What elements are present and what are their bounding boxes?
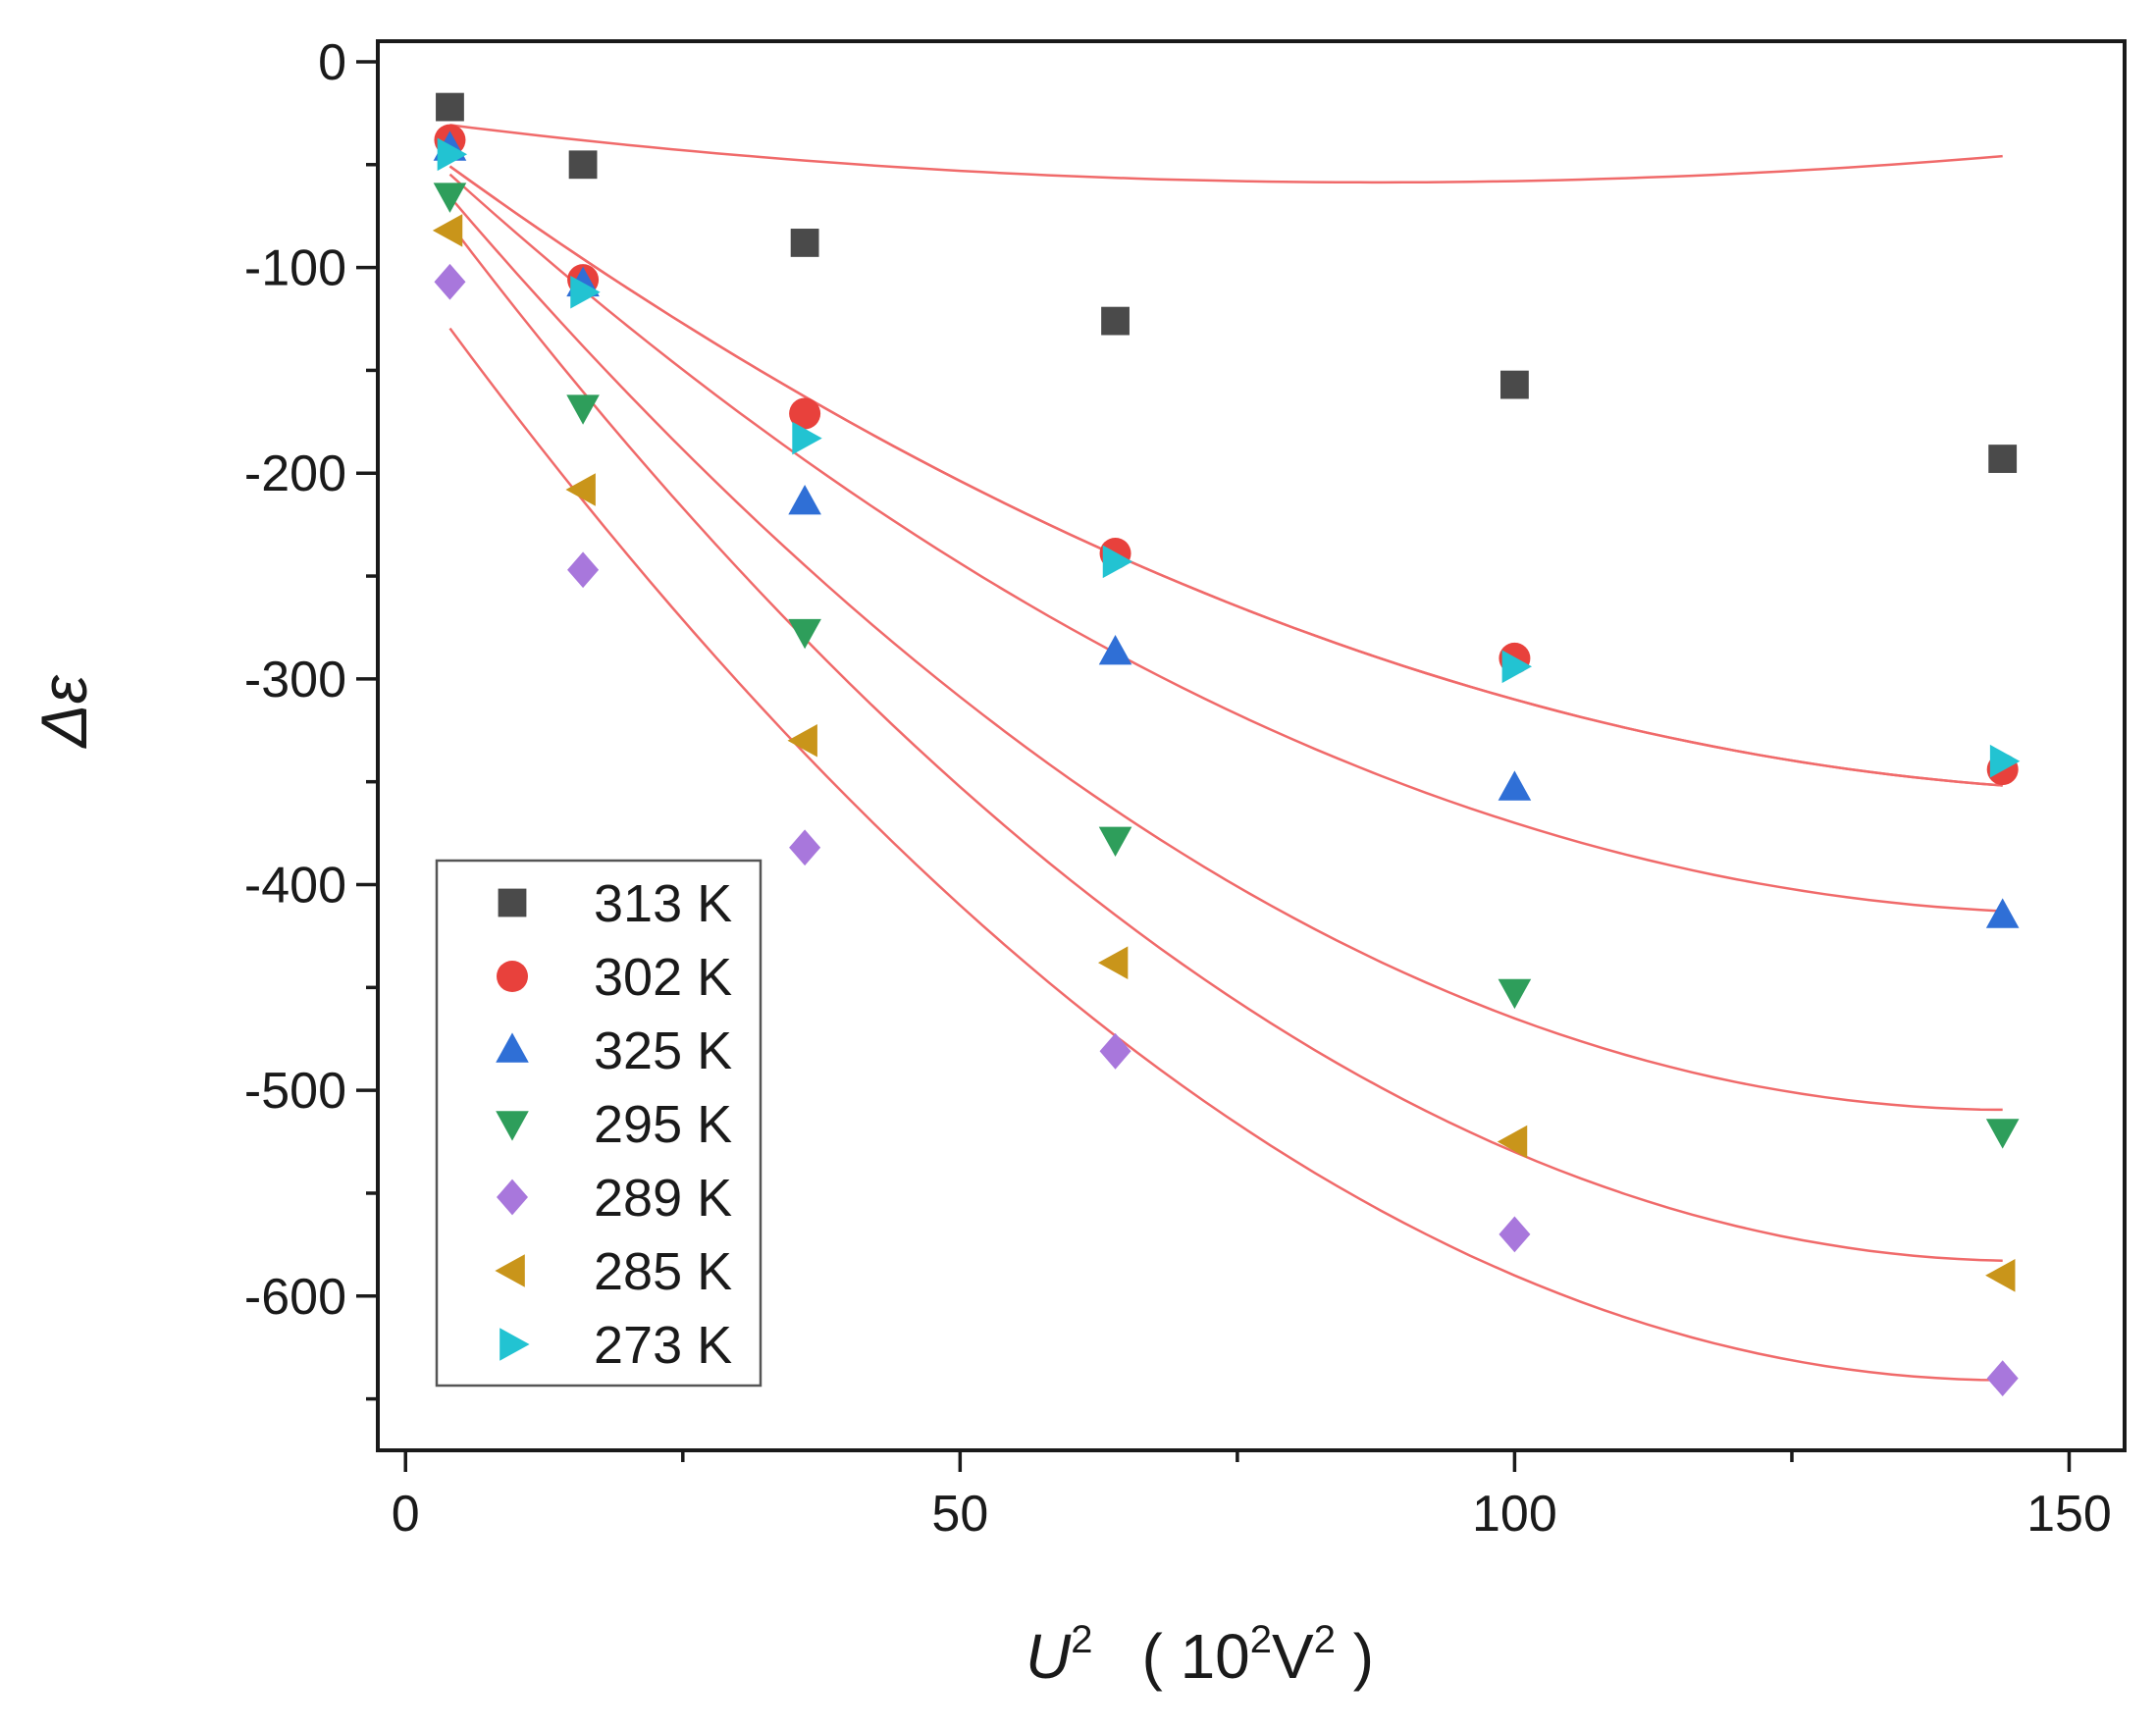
data-markers [432,92,2021,1397]
legend: 313 K 302 K 325 K 295 K 289 K 285 K 273 K [435,859,762,1388]
fit-line-325k [448,173,2003,913]
data-point [437,137,468,172]
data-point [789,397,821,430]
legend-marker [497,1179,528,1216]
legend-marker [497,961,528,992]
legend-box [435,859,762,1388]
data-point [790,229,819,257]
data-point [1101,306,1130,336]
legend-item: 295 K [496,1095,732,1154]
fit-line-295k [448,195,2003,1112]
legend-marker [496,1032,529,1063]
y-axis-title: Δε [27,674,100,749]
data-point [566,394,600,425]
data-point [565,473,596,506]
fit-lines [448,124,2003,1382]
legend-marker [496,1111,529,1141]
data-point [436,92,464,122]
data-point [433,183,467,213]
data-point [788,618,821,650]
data-point [1097,946,1129,979]
x-axis-symbol: U [1025,1621,1072,1692]
legend-label: 313 K [594,874,732,933]
data-point [1988,445,2018,473]
axes: 0 50 100 150 0 -100 -200 -300 -400 -500 -600 [244,34,2127,1543]
data-point [1985,1259,2016,1292]
fit-line-289k [448,327,2003,1382]
series-295k [433,183,2020,1149]
x-tick-label: 150 [2026,1486,2112,1543]
x-axis-title: U2( 102V2 ) [1025,1618,1374,1692]
series-273k [437,137,2021,778]
legend-item: 313 K [498,874,732,933]
legend-label: 289 K [594,1169,732,1228]
legend-entries: 313 K 302 K 325 K 295 K 289 K 285 K 273 K [495,874,732,1375]
legend-label: 302 K [594,948,732,1007]
data-point [432,214,463,247]
legend-item: 325 K [496,1022,732,1080]
fit-line-313k [449,124,2003,184]
legend-marker [498,888,527,917]
data-point [1497,1125,1528,1159]
y-tick-label: -300 [244,652,346,708]
data-point [434,263,466,300]
legend-label: 295 K [594,1095,732,1154]
data-point [1498,978,1532,1010]
x-axis-units-close: ) [1336,1621,1374,1692]
data-point [1985,1119,2020,1149]
x-axis-symbol-sup: 2 [1071,1618,1092,1661]
data-point [1499,1216,1531,1253]
y-tick-label: -600 [244,1269,346,1326]
x-axis-units-sup2: 2 [1314,1618,1336,1661]
data-point [1102,545,1133,579]
legend-label: 325 K [594,1022,732,1080]
legend-label: 285 K [594,1242,732,1301]
legend-item: 302 K [497,948,732,1007]
data-point [1498,770,1532,801]
series-285k [432,214,2016,1292]
plot-frame [376,39,2127,1452]
x-tick-label: 0 [392,1486,420,1543]
x-axis-units-mid: V [1272,1621,1314,1692]
data-point [1500,370,1529,399]
data-point [788,484,821,515]
fit-line-285k [448,223,2003,1262]
data-point [568,150,598,180]
legend-label: 273 K [594,1316,732,1375]
y-tick-label: -500 [244,1063,346,1120]
legend-item: 285 K [495,1242,732,1301]
legend-item: 289 K [497,1169,732,1228]
data-point [787,723,817,758]
y-tick-label: -400 [244,858,346,915]
x-axis-units-open: ( 10 [1141,1621,1249,1692]
legend-marker [500,1328,530,1361]
data-point [1989,744,2021,778]
data-point [1986,1360,2019,1397]
x-tick-label: 100 [1472,1486,1557,1543]
y-tick-label: -100 [244,240,346,297]
data-point [1501,650,1533,684]
data-point [1098,826,1132,857]
fit-line-273k [448,165,2003,787]
data-point [1098,635,1132,665]
y-tick-label: -200 [244,445,346,502]
legend-marker [495,1254,525,1287]
data-point [567,551,600,589]
series-289k [434,263,2019,1397]
y-tick-label: 0 [318,34,346,91]
x-tick-label: 50 [931,1486,988,1543]
data-point [1985,898,2020,928]
x-axis-units-sup1: 2 [1250,1618,1272,1661]
data-point [789,829,821,866]
data-point [570,275,601,309]
data-point [1099,1032,1131,1070]
legend-item: 273 K [500,1316,732,1375]
data-point [792,421,822,455]
series-313k [436,92,2018,473]
